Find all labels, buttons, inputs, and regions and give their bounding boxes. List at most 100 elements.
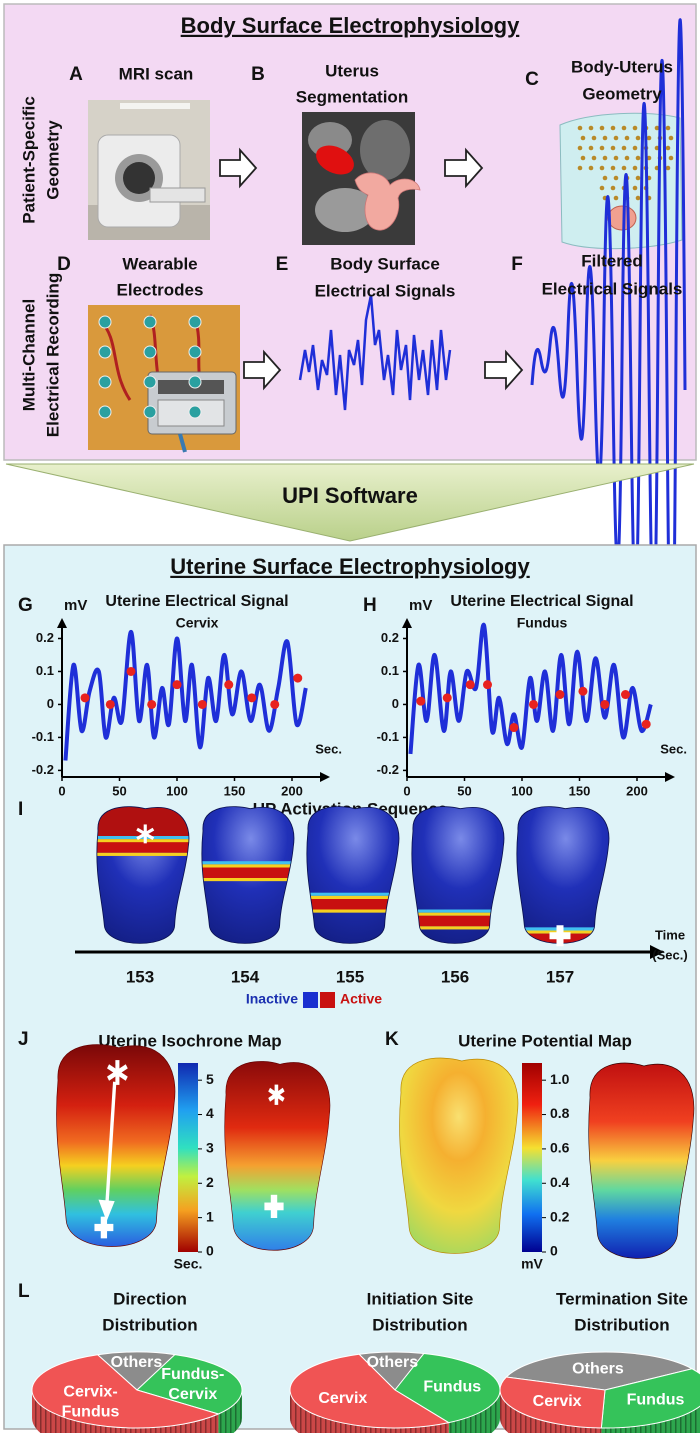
x-tick-label: 0 [58, 783, 65, 798]
y-tick-label: -0.2 [32, 762, 54, 777]
wave-edge [187, 861, 303, 864]
map-title: Uterine Potential Map [458, 1031, 632, 1050]
electrode-dot [600, 166, 605, 171]
activation-marker [621, 690, 630, 699]
electrode-dot [589, 146, 594, 151]
activation-marker [173, 680, 182, 689]
activation-marker [509, 723, 518, 732]
electrode-dot [589, 126, 594, 131]
electrode-dot [611, 146, 616, 151]
electrode-dot [666, 166, 671, 171]
panel-letter: H [363, 595, 377, 616]
activation-marker [578, 687, 587, 696]
electrode-dot [614, 136, 619, 141]
colorbar [178, 1063, 198, 1252]
time-label: 155 [336, 967, 364, 986]
legend-inactive: Inactive [246, 991, 298, 1007]
panel-letter: A [69, 64, 83, 85]
slice-label: Others [572, 1360, 624, 1377]
y-tick-label: 0.1 [36, 663, 54, 678]
electrode-dot [578, 126, 583, 131]
panel-letter: G [18, 595, 33, 616]
electrode-dot [633, 146, 638, 151]
signal-subtitle: Fundus [517, 615, 568, 631]
wave-edge [82, 839, 198, 842]
colorbar-label: 1.0 [550, 1071, 570, 1087]
panel-label: Body Surface [330, 254, 440, 273]
panel-label: Filtered [581, 251, 642, 270]
y-tick-label: 0.1 [381, 663, 399, 678]
panel-letter: I [18, 799, 23, 820]
slice-label: Cervix [168, 1386, 217, 1403]
panel-letter: B [251, 64, 265, 85]
plus-mark [101, 1217, 107, 1239]
x-tick-label: 200 [626, 783, 648, 798]
page: {"top_panel": {"title": "Body Surface El… [0, 0, 700, 1433]
wave-edge [187, 878, 303, 881]
activation-marker [270, 700, 279, 709]
colorbar-label: 1 [206, 1208, 214, 1224]
transition-label: UPI Software [282, 483, 418, 508]
electrode-dot [600, 126, 605, 131]
panel-label: Electrical Signals [315, 281, 456, 300]
time-label: 157 [546, 967, 574, 986]
electrode-dot [625, 156, 630, 161]
row-label: Patient-Specific [19, 96, 38, 224]
slice-label: Cervix- [63, 1384, 117, 1401]
x-unit: Sec. [315, 741, 342, 756]
electrode-dot [647, 136, 652, 141]
legend-swatch [320, 992, 335, 1008]
y-tick-label: 0.2 [381, 630, 399, 645]
panel-label: Geometry [582, 84, 662, 103]
electrode [144, 316, 156, 328]
active-band [187, 868, 303, 879]
electrode-dot [611, 126, 616, 131]
legend-swatch [303, 992, 318, 1008]
time-label: 154 [231, 967, 260, 986]
y-tick-label: -0.2 [377, 762, 399, 777]
plus-mark [271, 1195, 277, 1218]
electrode-dot [636, 136, 641, 141]
panel-letter: J [18, 1029, 29, 1050]
colorbar-label: 3 [206, 1140, 214, 1156]
electrode-dot [633, 126, 638, 131]
electrode-dot [603, 176, 608, 181]
x-tick-label: 150 [569, 783, 591, 798]
electrode-dot [603, 136, 608, 141]
legend-active: Active [340, 991, 382, 1007]
electrode-dot [622, 166, 627, 171]
x-tick-label: 50 [457, 783, 471, 798]
pie-title: Initiation Site [367, 1289, 474, 1308]
panel-label: Body-Uterus [571, 57, 673, 76]
y-unit: mV [64, 597, 87, 614]
slice-label: Cervix [533, 1393, 582, 1410]
y-tick-label: 0 [47, 696, 54, 711]
wave-edge [82, 853, 198, 856]
electrode-dot [636, 176, 641, 181]
activation-marker [147, 700, 156, 709]
activation-marker [529, 700, 538, 709]
electrode [144, 406, 156, 418]
activation-marker [293, 674, 302, 683]
colorbar-label: 5 [206, 1071, 214, 1087]
electrode-dot [578, 166, 583, 171]
activation-marker [443, 693, 452, 702]
panel-letter: D [57, 254, 71, 275]
slice-label: Others [367, 1354, 419, 1371]
electrode [189, 406, 201, 418]
activation-marker [483, 680, 492, 689]
electrode [144, 376, 156, 388]
x-tick-label: 100 [166, 783, 188, 798]
top-title: Body Surface Electrophysiology [181, 13, 520, 38]
colorbar-label: 0.8 [550, 1105, 570, 1121]
slice-label: Fundus [62, 1404, 120, 1421]
colorbar-label: 0 [206, 1243, 214, 1259]
activation-marker [127, 667, 136, 676]
activation-marker [198, 700, 207, 709]
colorbar-label: 4 [206, 1105, 214, 1121]
figure: Body Surface Electrophysiology [0, 0, 700, 1433]
electrode-dot [611, 186, 616, 191]
x-tick-label: 150 [224, 783, 246, 798]
activation-marker [555, 690, 564, 699]
panel-label: Segmentation [296, 87, 408, 106]
